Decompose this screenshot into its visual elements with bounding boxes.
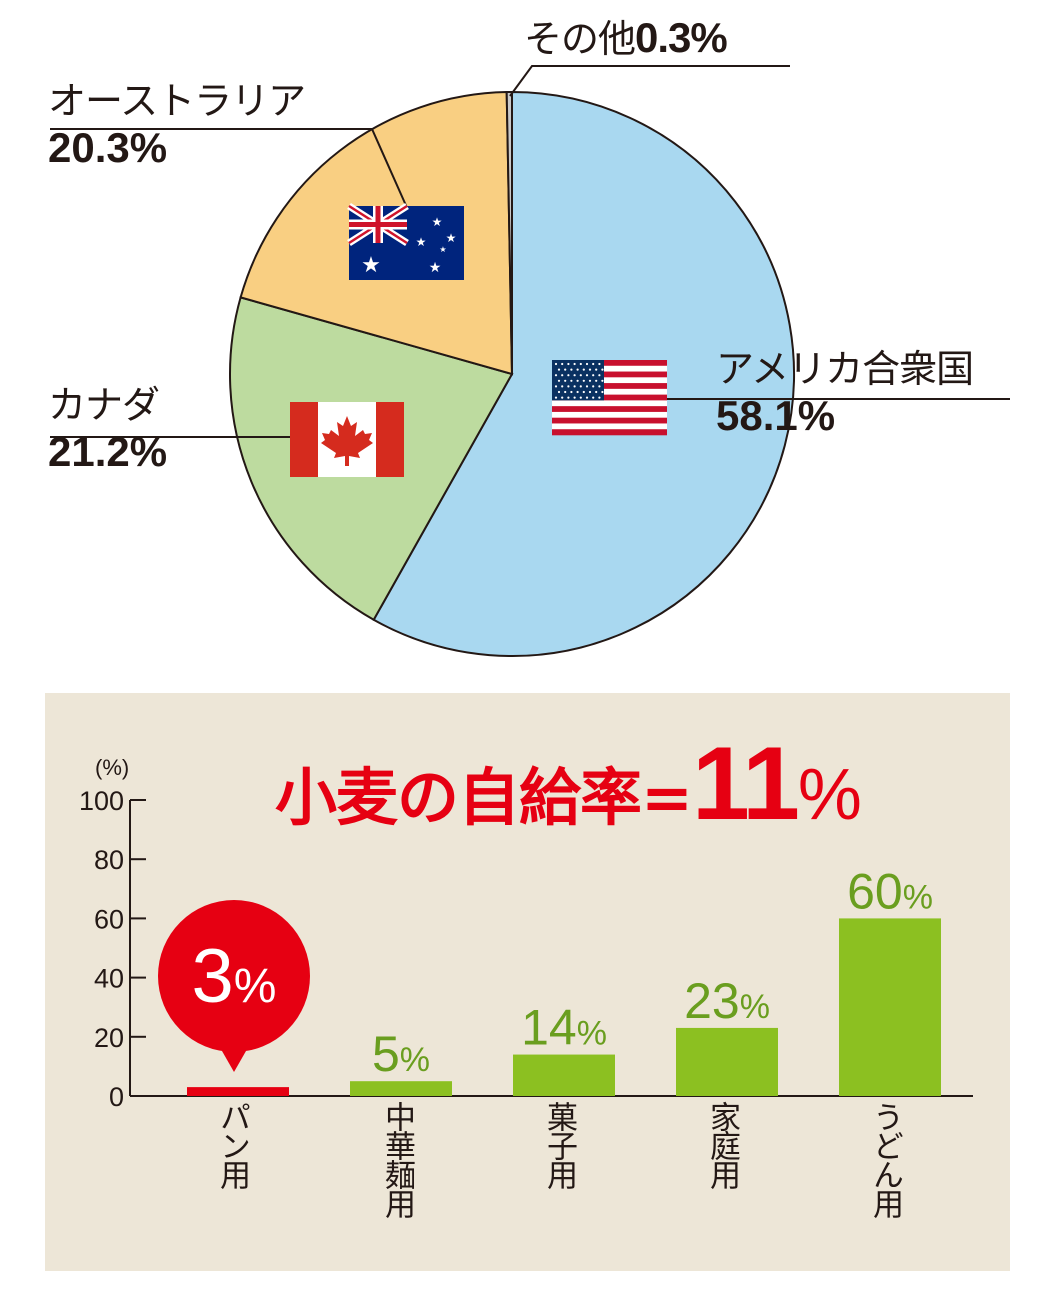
bar-confectionery xyxy=(513,1054,615,1096)
svg-text:★: ★ xyxy=(361,253,381,278)
australia-flag-icon: ★ ★ ★ ★ ★ ★ xyxy=(347,203,464,280)
bar-value-label-household: 23% xyxy=(684,973,770,1029)
usa-flag-icon xyxy=(552,360,667,436)
canada-value: 21.2% xyxy=(48,427,168,475)
bar-value-label-bread: 3% xyxy=(192,934,277,1019)
australia-name: オーストラリア xyxy=(48,79,306,123)
pie-label-other: その他0.3% xyxy=(524,14,728,62)
bar-value-label-udon: 60% xyxy=(847,863,933,919)
bar-value-label-confectionery: 14% xyxy=(521,1000,607,1056)
category-label-chinese-noodles: 中華麺用 xyxy=(379,1101,415,1217)
callout-bubble xyxy=(158,900,310,1052)
title-text: 小麦の自給率 xyxy=(275,761,642,834)
pie-label-australia: オーストラリア 20.3% xyxy=(48,79,306,172)
bar-value-labels: 3% 5% 14% 23% 60% xyxy=(158,863,933,1082)
other-name: その他 xyxy=(524,17,636,61)
title-number: 11 xyxy=(691,726,800,842)
canada-name: カナダ xyxy=(48,383,160,427)
chart-title: 小麦の自給率=11% xyxy=(275,725,862,844)
self-sufficiency-panel: 0 20 40 60 80 100 (%) 3% 5% 14% 23% 60% 小麦の自給率=11%… xyxy=(45,693,1010,1271)
pie-label-usa: アメリカ合衆国 58.1% xyxy=(716,347,974,440)
usa-name: アメリカ合衆国 xyxy=(716,347,974,391)
svg-text:★: ★ xyxy=(446,231,457,245)
category-label-bread: パン用 xyxy=(214,1101,250,1188)
leader-line-australia xyxy=(50,128,409,211)
bar-household xyxy=(676,1027,778,1096)
y-tick-label: 60 xyxy=(94,904,124,934)
svg-text:★: ★ xyxy=(439,245,446,254)
svg-text:★: ★ xyxy=(432,215,443,229)
category-label-household: 家庭用 xyxy=(704,1101,740,1188)
bar-chinese-noodles xyxy=(350,1081,452,1096)
title-unit: % xyxy=(797,755,862,835)
category-label-udon: うどん用 xyxy=(867,1101,903,1217)
bar-series xyxy=(187,918,941,1096)
y-tick-label: 100 xyxy=(79,786,124,816)
category-label-confectionery: 菓子用 xyxy=(541,1101,577,1188)
usa-value: 58.1% xyxy=(716,391,836,439)
title-equals: = xyxy=(641,761,693,834)
bar-bread xyxy=(187,1087,289,1096)
y-tick-label: 0 xyxy=(109,1082,124,1112)
pie-chart: ★ ★ ★ ★ ★ ★ xyxy=(50,65,1010,657)
svg-text:★: ★ xyxy=(416,235,427,249)
other-value: 0.3% xyxy=(635,14,728,61)
pie-label-canada: カナダ 21.2% xyxy=(48,383,168,476)
bar-chart: 0 20 40 60 80 100 (%) 3% 5% 14% 23% 60% xyxy=(79,755,973,1112)
australia-value: 20.3% xyxy=(48,123,168,171)
canada-flag-icon xyxy=(290,402,404,477)
bar-value-label-chinese-noodles: 5% xyxy=(372,1026,430,1082)
y-tick-label: 20 xyxy=(94,1023,124,1053)
y-tick-label: 80 xyxy=(94,845,124,875)
pie-leader-lines xyxy=(50,65,1010,438)
svg-text:★: ★ xyxy=(429,260,442,276)
pie-slices xyxy=(229,90,795,657)
bar-udon xyxy=(839,918,941,1096)
y-axis-label: (%) xyxy=(95,755,129,780)
leader-line-other xyxy=(509,65,790,97)
y-tick-label: 40 xyxy=(94,964,124,994)
